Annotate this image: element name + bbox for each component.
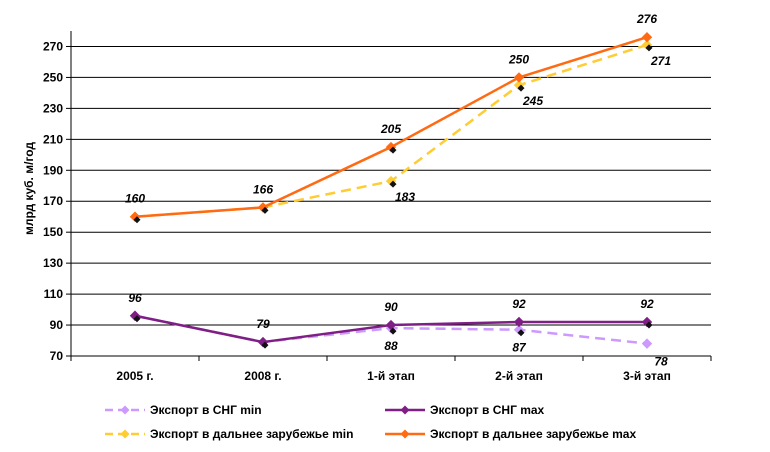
data-label: 276 <box>636 12 657 26</box>
data-label: 205 <box>380 122 401 136</box>
y-tick-label: 70 <box>50 349 64 363</box>
axes: 70 90 110 130 150 170 190 210 230 250 270 2005 г. 20… <box>22 31 712 383</box>
data-point-shadow <box>261 341 269 349</box>
y-tick-label: 150 <box>43 225 63 239</box>
legend-label: Экспорт в дальнее зарубежье min <box>150 427 353 441</box>
x-tick-label: 1-й этап <box>367 369 415 383</box>
data-point <box>257 202 269 213</box>
data-labels: 88 87 78 96 79 90 92 92 183 245 271 160 166 205 250 276 <box>125 12 671 368</box>
data-label: 87 <box>512 341 527 355</box>
data-point-shadow <box>133 315 141 323</box>
data-label: 271 <box>650 54 671 68</box>
y-tick-label: 230 <box>43 101 63 115</box>
x-tick-label: 2005 г. <box>116 369 153 383</box>
data-point-shadow <box>517 84 525 92</box>
data-label: 96 <box>128 291 142 305</box>
data-point <box>641 31 653 43</box>
legend-label: Экспорт в СНГ min <box>150 403 262 417</box>
legend-item: Экспорт в СНГ max <box>385 403 545 417</box>
y-tick-label: 110 <box>44 287 64 301</box>
data-label: 250 <box>508 52 529 66</box>
legend: Экспорт в СНГ min Экспорт в СНГ max Экспор… <box>105 403 636 441</box>
data-point-shadow <box>389 146 397 154</box>
y-tick-label: 270 <box>43 39 63 53</box>
data-point <box>513 316 525 328</box>
data-point <box>641 39 653 51</box>
data-label: 183 <box>395 190 415 204</box>
data-label: 79 <box>256 317 270 331</box>
data-point-shadow <box>517 329 525 337</box>
data-point-shadow <box>645 321 653 329</box>
y-tick-label: 90 <box>50 318 64 332</box>
legend-item: Экспорт в дальнее зарубежье max <box>385 427 636 441</box>
legend-item: Экспорт в СНГ min <box>105 403 262 417</box>
data-point-shadow <box>389 180 397 188</box>
data-point <box>513 72 525 83</box>
data-label: 160 <box>125 192 145 206</box>
series <box>129 31 653 349</box>
data-label: 90 <box>384 300 398 314</box>
data-point-shadow <box>261 206 269 214</box>
data-point-shadow <box>133 216 141 224</box>
legend-marker <box>400 429 410 439</box>
data-label: 166 <box>253 182 273 196</box>
y-axis-title: млрд куб. м/год <box>22 142 36 235</box>
legend-label: Экспорт в дальнее зарубежье max <box>430 427 636 441</box>
data-label: 78 <box>654 355 668 369</box>
y-tick-label: 170 <box>43 194 63 208</box>
legend-marker <box>400 405 410 415</box>
data-label: 245 <box>522 94 543 108</box>
y-tick-label: 190 <box>43 163 63 177</box>
data-label: 92 <box>640 297 654 311</box>
legend-label: Экспорт в СНГ max <box>430 403 545 417</box>
legend-marker <box>120 405 130 415</box>
legend-marker <box>120 429 130 439</box>
data-point-shadow <box>389 327 397 335</box>
data-point-shadow <box>645 44 653 52</box>
data-point <box>385 319 397 331</box>
data-point <box>129 310 141 321</box>
y-tick-label: 210 <box>43 132 63 146</box>
x-tick-label: 2008 г. <box>244 369 281 383</box>
x-tick-label: 2-й этап <box>495 369 543 383</box>
data-label: 92 <box>512 297 526 311</box>
data-point <box>641 338 653 349</box>
y-tick-label: 130 <box>43 256 63 270</box>
gridlines <box>71 45 711 326</box>
y-tick-label: 250 <box>43 70 63 84</box>
legend-item: Экспорт в дальнее зарубежье min <box>105 427 353 441</box>
x-tick-label: 3-й этап <box>623 369 671 383</box>
data-label: 88 <box>384 339 398 353</box>
data-point <box>513 79 525 91</box>
